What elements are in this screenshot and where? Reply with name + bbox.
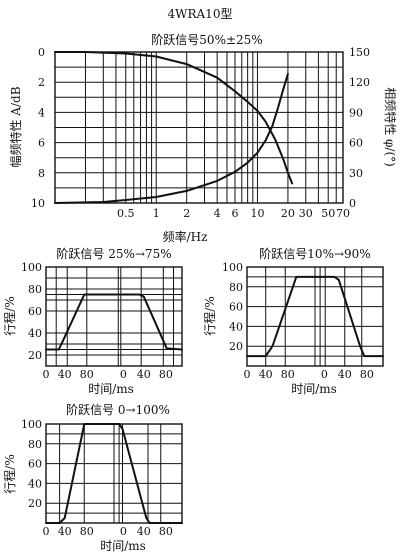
- step-x-tick-label: 80: [159, 368, 173, 381]
- bode-x-tick-label: 30: [299, 207, 313, 220]
- step-response-line: [45, 293, 183, 351]
- bode-x-tick-label: 50: [321, 207, 335, 220]
- step-10-90-xlabel: 时间/ms: [291, 382, 337, 396]
- bode-right-tick-label: 120: [349, 76, 370, 89]
- bode-x-tick-label: 6: [231, 207, 238, 220]
- step-x-tick-label: 0: [120, 368, 127, 381]
- bode-right-ylabel: 相频特性 φ/(°): [383, 87, 398, 167]
- bode-left-tick-label: 10: [31, 197, 45, 210]
- bode-right-tick-label: 0: [349, 197, 356, 210]
- step-x-tick-label: 40: [259, 368, 273, 381]
- bode-x-tick-label: 70: [336, 207, 350, 220]
- step-25-75-frame: [45, 266, 183, 367]
- step-y-tick-label: 80: [229, 281, 243, 294]
- step-10-90-title: 阶跃信号10%→90%: [259, 247, 370, 261]
- bode-left-tick-label: 2: [38, 76, 45, 89]
- step-response-line: [45, 423, 183, 524]
- bode-xlabel: 频率/Hz: [163, 229, 208, 244]
- step-y-tick-label: 20: [28, 349, 42, 362]
- bode-right-tick-label: 60: [349, 137, 363, 150]
- bode-x-tick-label: 10: [250, 207, 264, 220]
- step-25-75-y-ticks: 100 80 60 40 20: [21, 261, 42, 362]
- step-x-tick-label: 80: [159, 525, 173, 538]
- step-0-100-ylabel: 行程/%: [2, 454, 17, 493]
- step-response-line: [246, 275, 384, 358]
- step-y-tick-label: 100: [21, 261, 42, 274]
- bode-phase-curve: [54, 73, 289, 204]
- step-x-tick-label: 0: [43, 525, 50, 538]
- step-x-tick-label: 40: [137, 368, 151, 381]
- step-25-75-xlabel: 时间/ms: [88, 382, 134, 396]
- step-y-tick-label: 60: [28, 305, 42, 318]
- step-0-100-y-ticks: 100 80 60 40 20: [21, 418, 42, 510]
- step-x-tick-label: 80: [360, 368, 374, 381]
- step-x-tick-label: 40: [137, 525, 151, 538]
- bode-frame: [54, 51, 344, 204]
- bode-x-tick-label: 4: [214, 207, 221, 220]
- bode-curves: [54, 51, 294, 204]
- step-25-75-x-ticks: 0 40 80 0 40 80: [43, 368, 173, 381]
- step-25-75-grid: [46, 267, 182, 366]
- step-10-90-y-ticks: 100 80 60 40 20: [222, 261, 243, 353]
- step-0-100-x-ticks: 0 40 80 0 40 80: [43, 525, 173, 538]
- step-10-90-x-ticks: 0 40 80 0 40 80: [244, 368, 374, 381]
- bode-left-tick-label: 8: [38, 167, 45, 180]
- step-25-75-title: 阶跃信号 25%→75%: [56, 247, 171, 261]
- bode-title: 阶跃信号50%±25%: [151, 33, 262, 47]
- bode-left-tick-label: 0: [38, 46, 45, 59]
- step-y-tick-label: 80: [28, 438, 42, 451]
- step-25-75-ylabel: 行程/%: [2, 296, 17, 335]
- chart-step-25-75: 阶跃信号 25%→75% 100 80 60 40 20 0 40 80 0 40 80 行程/%…: [2, 247, 183, 396]
- step-y-tick-label: 80: [28, 283, 42, 296]
- step-x-tick-label: 0: [244, 368, 251, 381]
- step-10-90-response-curve: [246, 275, 384, 358]
- bode-x-tick-label: 2: [183, 207, 190, 220]
- step-10-90-ylabel: 行程/%: [202, 296, 217, 335]
- step-x-tick-label: 0: [43, 368, 50, 381]
- step-y-tick-label: 40: [28, 327, 42, 340]
- step-y-tick-label: 100: [21, 418, 42, 431]
- step-y-tick-label: 60: [229, 301, 243, 314]
- step-x-tick-label: 80: [281, 368, 295, 381]
- step-x-tick-label: 0: [120, 525, 127, 538]
- step-y-tick-label: 60: [28, 458, 42, 471]
- bode-x-tick-label: 1: [153, 207, 160, 220]
- bode-right-tick-label: 150: [349, 46, 370, 59]
- step-0-100-xlabel: 时间/ms: [100, 539, 146, 553]
- step-0-100-response-curve: [45, 423, 183, 524]
- step-x-tick-label: 80: [80, 368, 94, 381]
- bode-left-tick-label: 4: [38, 106, 45, 119]
- bode-amplitude-curve: [54, 51, 294, 185]
- step-y-tick-label: 20: [28, 497, 42, 510]
- step-y-tick-label: 100: [222, 261, 243, 274]
- bode-right-tick-label: 30: [349, 167, 363, 180]
- bode-x-tick-label: 20: [281, 207, 295, 220]
- bode-right-ticks: 150 120 90 60 30 0: [349, 46, 370, 210]
- step-0-100-title: 阶跃信号 0→100%: [66, 403, 170, 417]
- step-x-tick-label: 0: [321, 368, 328, 381]
- step-y-tick-label: 40: [28, 477, 42, 490]
- step-10-90-frame: [246, 266, 384, 367]
- step-y-tick-label: 20: [229, 340, 243, 353]
- step-x-tick-label: 40: [58, 525, 72, 538]
- page-title: 4WRA10型: [168, 7, 233, 21]
- step-25-75-response-curve: [45, 293, 183, 351]
- step-x-tick-label: 80: [80, 525, 94, 538]
- step-x-tick-label: 40: [58, 368, 72, 381]
- step-0-100-grid: [46, 424, 182, 523]
- step-x-tick-label: 40: [338, 368, 352, 381]
- bode-right-tick-label: 90: [349, 106, 363, 119]
- bode-left-tick-label: 6: [38, 137, 45, 150]
- bode-left-ylabel: 幅频特性 A/dB: [8, 86, 23, 167]
- bode-x-ticks: 0.5 1 2 4 6 10 20 30 50 70: [117, 207, 350, 220]
- bode-grid: [55, 52, 343, 203]
- bode-x-tick-label: 0.5: [117, 207, 135, 220]
- bode-left-ticks: 0 2 4 6 8 10: [31, 46, 45, 210]
- step-y-tick-label: 40: [229, 320, 243, 333]
